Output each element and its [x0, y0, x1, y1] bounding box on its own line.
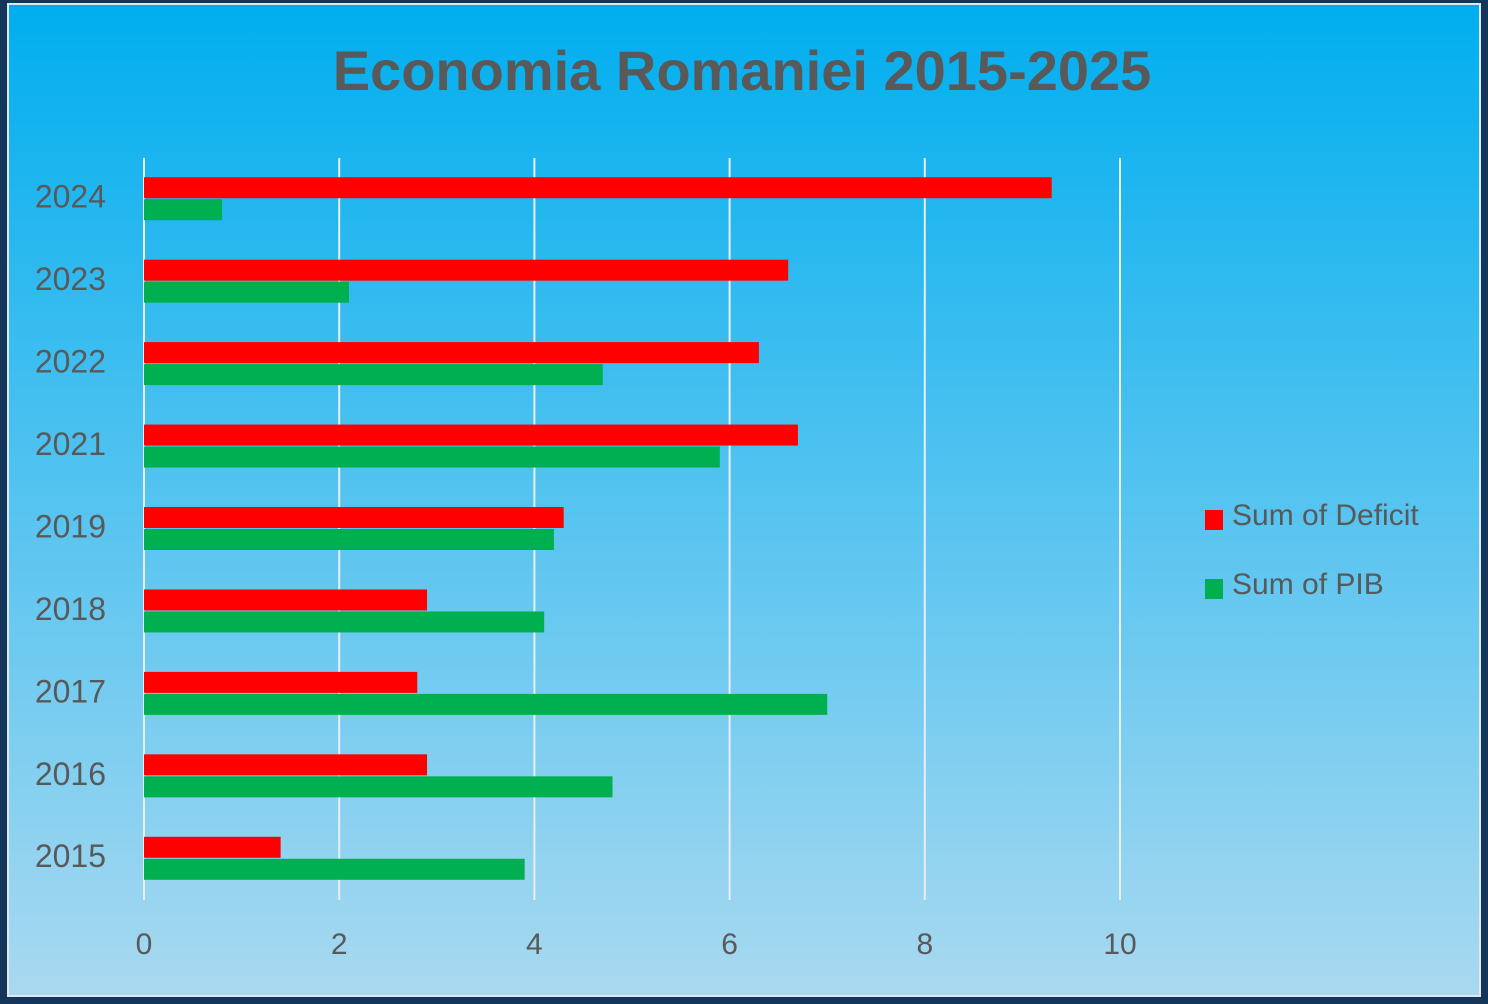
bar	[144, 281, 349, 303]
y-tick-label: 2016	[35, 756, 106, 792]
y-tick-label: 2017	[35, 673, 106, 709]
legend-swatch	[1205, 579, 1223, 599]
bar	[144, 858, 525, 880]
legend-swatch	[1205, 510, 1223, 530]
bar	[144, 611, 545, 633]
y-tick-label: 2022	[35, 344, 106, 380]
x-tick-label: 0	[136, 928, 153, 961]
y-tick-label: 2021	[35, 426, 106, 462]
legend-label: Sum of PIB	[1232, 568, 1384, 601]
bar	[144, 693, 828, 715]
y-tick-label: 2018	[35, 591, 106, 627]
bar	[144, 507, 564, 528]
y-tick-label: 2015	[35, 838, 106, 874]
chart-area	[7, 3, 1481, 997]
x-tick-label: 8	[916, 928, 933, 961]
bar	[144, 836, 281, 858]
bar	[144, 529, 554, 550]
x-tick-label: 2	[331, 928, 348, 961]
bar	[144, 671, 418, 693]
chart-title: Economia Romaniei 2015-2025	[333, 39, 1152, 102]
bar	[144, 342, 759, 364]
x-tick-label: 6	[721, 928, 738, 961]
y-tick-label: 2019	[35, 508, 106, 544]
bar	[144, 754, 428, 776]
bar	[144, 199, 223, 221]
bar	[144, 589, 428, 611]
bar	[144, 364, 603, 386]
y-tick-label: 2023	[35, 261, 106, 297]
x-tick-label: 10	[1103, 928, 1136, 961]
x-tick-label: 4	[526, 928, 543, 961]
bar	[144, 259, 789, 281]
bar	[144, 424, 798, 446]
legend-label: Sum of Deficit	[1232, 499, 1419, 532]
bar	[144, 776, 613, 798]
bar	[144, 446, 720, 468]
bar	[144, 177, 1052, 199]
y-tick-label: 2024	[35, 179, 106, 215]
